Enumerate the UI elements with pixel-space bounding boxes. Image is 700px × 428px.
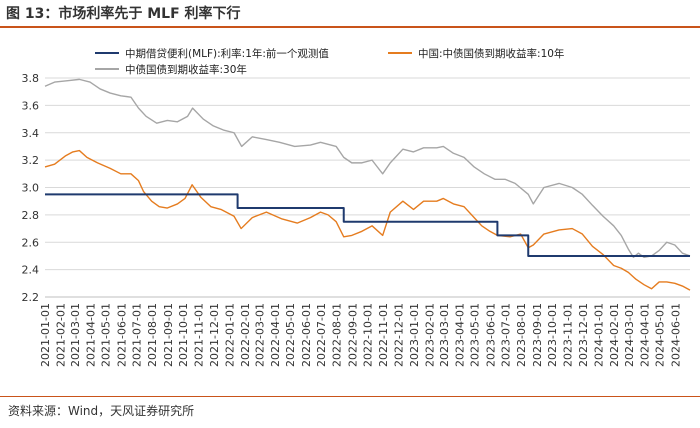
x-tick-label: 2021-01-01	[39, 303, 52, 367]
x-tick-label: 2024-06-01	[669, 303, 682, 367]
y-tick-label: 2.8	[22, 209, 40, 222]
legend-cgb-30y-label: 中债国债到期收益率:30年	[125, 63, 247, 76]
y-tick-label: 2.6	[22, 236, 40, 249]
x-tick-label: 2021-02-01	[55, 303, 68, 367]
x-tick-label: 2023-06-01	[484, 303, 497, 367]
figure-title: 图 13：市场利率先于 MLF 利率下行	[6, 6, 241, 22]
y-tick-label: 3.0	[22, 182, 40, 195]
x-tick-label: 2023-03-01	[438, 303, 451, 367]
x-tick-label: 2023-01-01	[408, 303, 421, 367]
x-tick-label: 2023-05-01	[469, 303, 482, 367]
source-note: 资料来源：Wind，天风证券研究所	[8, 404, 195, 418]
x-tick-label: 2023-10-01	[546, 303, 559, 367]
x-tick-label: 2024-05-01	[654, 303, 667, 367]
x-tick-label: 2022-03-01	[253, 303, 266, 367]
legend: 中期借贷便利(MLF):利率:1年:前一个观测值 中国:中债国债到期收益率:10年…	[95, 47, 564, 76]
x-tick-label: 2023-11-01	[562, 303, 575, 367]
x-tick-label: 2022-12-01	[392, 303, 405, 367]
x-axis: 2021-01-01 2021-02-01 2021-03-01 2021-04-01…	[39, 296, 690, 367]
x-tick-label: 2022-07-01	[315, 303, 328, 367]
x-tick-label: 2021-03-01	[69, 303, 82, 367]
source-rule	[0, 396, 700, 397]
x-tick-label: 2022-06-01	[300, 303, 313, 367]
yield-chart: 2.22.42.62.83.03.23.43.63.8 2021-01-01 20…	[22, 47, 691, 367]
x-tick-label: 2023-08-01	[515, 303, 528, 367]
x-tick-label: 2021-08-01	[146, 303, 159, 367]
x-tick-label: 2022-05-01	[284, 303, 297, 367]
x-tick-label: 2023-12-01	[577, 303, 590, 367]
x-tick-label: 2022-10-01	[362, 303, 375, 367]
cgb-30y-line	[44, 78, 691, 259]
x-tick-label: 2021-10-01	[177, 303, 190, 367]
y-tick-label: 2.2	[22, 291, 40, 304]
y-tick-label: 2.4	[22, 264, 40, 277]
mlf-rate-line	[45, 193, 690, 257]
x-tick-label: 2021-07-01	[130, 303, 143, 367]
x-tick-label: 2024-01-01	[593, 303, 606, 367]
y-axis: 2.2 2.4 2.6 2.8 3.0 3.2 3.4 3.6 3.8	[22, 72, 40, 304]
x-tick-label: 2022-04-01	[269, 303, 282, 367]
x-tick-label: 2022-11-01	[377, 303, 390, 367]
x-tick-label: 2022-02-01	[239, 303, 252, 367]
y-tick-label: 3.4	[22, 127, 40, 140]
x-tick-label: 2023-02-01	[424, 303, 437, 367]
legend-mlf-label: 中期借贷便利(MLF):利率:1年:前一个观测值	[125, 47, 329, 60]
legend-cgb-10y-label: 中国:中债国债到期收益率:10年	[418, 47, 564, 60]
x-tick-label: 2021-12-01	[208, 303, 221, 367]
x-tick-label: 2021-09-01	[162, 303, 175, 367]
x-tick-label: 2024-02-01	[608, 303, 621, 367]
x-tick-label: 2021-04-01	[84, 303, 97, 367]
x-tick-label: 2021-11-01	[193, 303, 206, 367]
x-tick-label: 2022-09-01	[346, 303, 359, 367]
x-tick-label: 2022-01-01	[224, 303, 237, 367]
title-rule	[0, 26, 700, 28]
x-tick-label: 2022-08-01	[331, 303, 344, 367]
plot-area	[44, 78, 691, 291]
x-tick-label: 2024-03-01	[623, 303, 636, 367]
x-tick-label: 2023-07-01	[499, 303, 512, 367]
x-tick-label: 2023-04-01	[453, 303, 466, 367]
y-tick-label: 3.6	[22, 99, 40, 112]
y-tick-label: 3.2	[22, 154, 40, 167]
x-tick-label: 2024-04-01	[639, 303, 652, 367]
x-tick-label: 2021-05-01	[100, 303, 113, 367]
y-tick-label: 3.8	[22, 72, 40, 85]
x-tick-label: 2023-09-01	[531, 303, 544, 367]
x-tick-label: 2021-06-01	[115, 303, 128, 367]
